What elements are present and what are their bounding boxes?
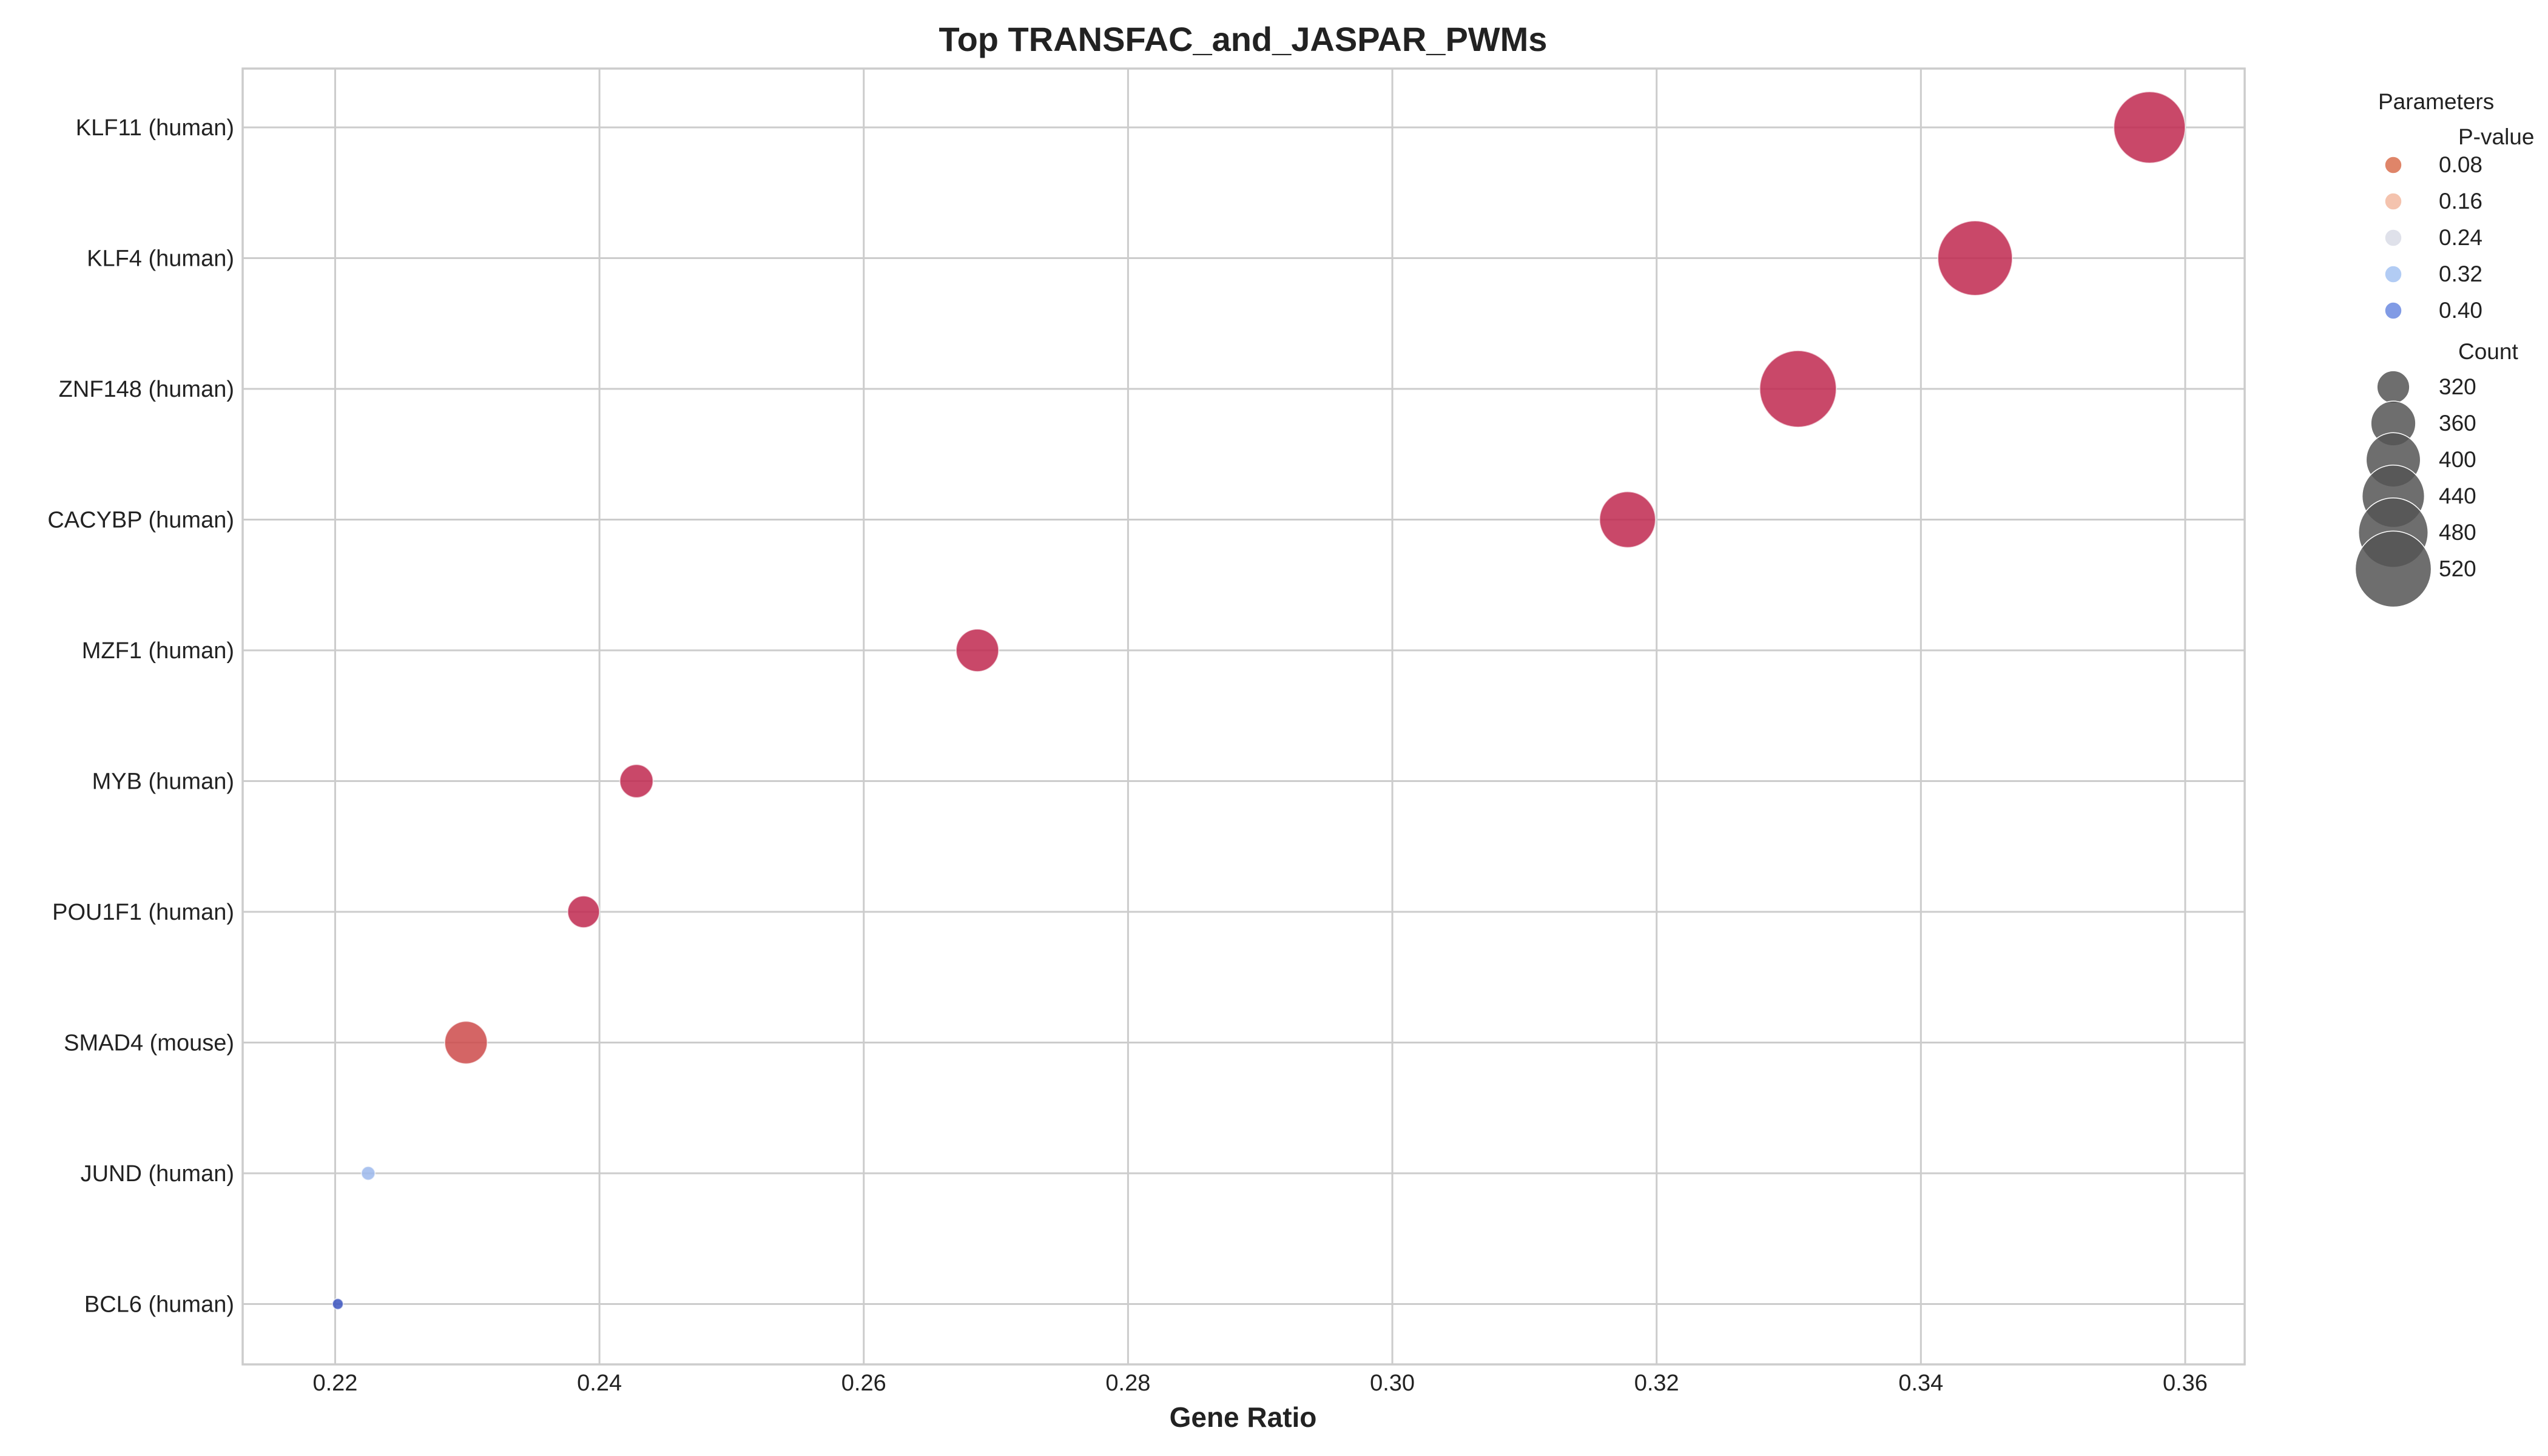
points-layer <box>331 91 2186 1310</box>
data-point <box>955 628 1000 673</box>
legend-count-swatch <box>2354 530 2432 608</box>
data-point <box>360 1165 376 1181</box>
legend-count-label: 520 <box>2439 556 2476 581</box>
y-tick-label: CACYBP (human) <box>47 508 234 533</box>
legend-pvalue-label: 0.32 <box>2439 261 2482 286</box>
x-tick-label: 0.24 <box>577 1370 622 1396</box>
data-point <box>1599 491 1656 548</box>
legend-pvalue-entries: 0.08 0.16 0.24 0.32 0.40 <box>2384 152 2482 323</box>
x-tick-label: 0.22 <box>312 1370 357 1396</box>
legend: Parameters P-value 0.080.160.240.320.40 … <box>2354 89 2534 608</box>
legend-count-header: Count <box>2458 339 2518 364</box>
data-point <box>444 1020 488 1065</box>
legend-pvalue-label: 0.24 <box>2439 225 2482 250</box>
data-point <box>567 895 601 929</box>
grid-layer <box>243 69 2245 1364</box>
y-tick-label: JUND (human) <box>81 1161 234 1187</box>
legend-count-label: 360 <box>2439 411 2476 436</box>
legend-pvalue-swatch <box>2384 156 2402 174</box>
legend-pvalue-swatch <box>2384 302 2402 320</box>
y-tick-label: POU1F1 (human) <box>52 900 234 925</box>
legend-count-label: 480 <box>2439 520 2476 545</box>
y-tick-label: KLF4 (human) <box>87 246 234 272</box>
legend-count-label: 400 <box>2439 447 2476 472</box>
data-point <box>619 764 654 798</box>
legend-count-label: 440 <box>2439 484 2476 508</box>
y-tick-label: BCL6 (human) <box>84 1292 234 1318</box>
legend-pvalue-label: 0.40 <box>2439 298 2482 323</box>
legend-count-entries: 320 360 400 440 480 520 <box>2354 370 2476 608</box>
x-tick-label: 0.26 <box>841 1370 886 1396</box>
plot-frame <box>241 67 2246 1366</box>
data-point <box>1937 220 2014 296</box>
y-tick-label: MZF1 (human) <box>82 638 234 664</box>
x-tick-label: 0.34 <box>1898 1370 1943 1396</box>
x-tick-label: 0.30 <box>1370 1370 1415 1396</box>
y-tick-label: KLF11 (human) <box>76 115 234 141</box>
legend-pvalue-swatch <box>2384 192 2402 211</box>
legend-count-label: 320 <box>2439 374 2476 399</box>
data-point <box>2113 91 2186 164</box>
legend-pvalue-label: 0.08 <box>2439 152 2482 177</box>
x-axis-label: Gene Ratio <box>1170 1401 1317 1433</box>
legend-pvalue-label: 0.16 <box>2439 189 2482 214</box>
x-tick-label: 0.36 <box>2163 1370 2208 1396</box>
chart-title: Top TRANSFAC_and_JASPAR_PWMs <box>939 20 1548 58</box>
legend-count-swatch <box>2376 370 2410 404</box>
y-tick-label: MYB (human) <box>92 769 234 795</box>
legend-pvalue-header: P-value <box>2458 124 2534 149</box>
y-tick-labels: KLF11 (human) KLF4 (human) ZNF148 (human) C… <box>47 115 234 1318</box>
legend-pvalue-swatch <box>2384 265 2402 283</box>
data-point <box>1759 349 1837 428</box>
y-tick-label: SMAD4 (mouse) <box>64 1031 234 1056</box>
legend-title: Parameters <box>2378 89 2494 114</box>
data-point <box>331 1298 344 1310</box>
legend-pvalue-swatch <box>2384 229 2402 247</box>
x-tick-label: 0.28 <box>1105 1370 1150 1396</box>
y-tick-label: ZNF148 (human) <box>59 377 234 402</box>
x-tick-label: 0.32 <box>1634 1370 1679 1396</box>
x-tick-labels: 0.22 0.24 0.26 0.28 0.30 0.32 0.34 0.36 <box>312 1370 2207 1396</box>
